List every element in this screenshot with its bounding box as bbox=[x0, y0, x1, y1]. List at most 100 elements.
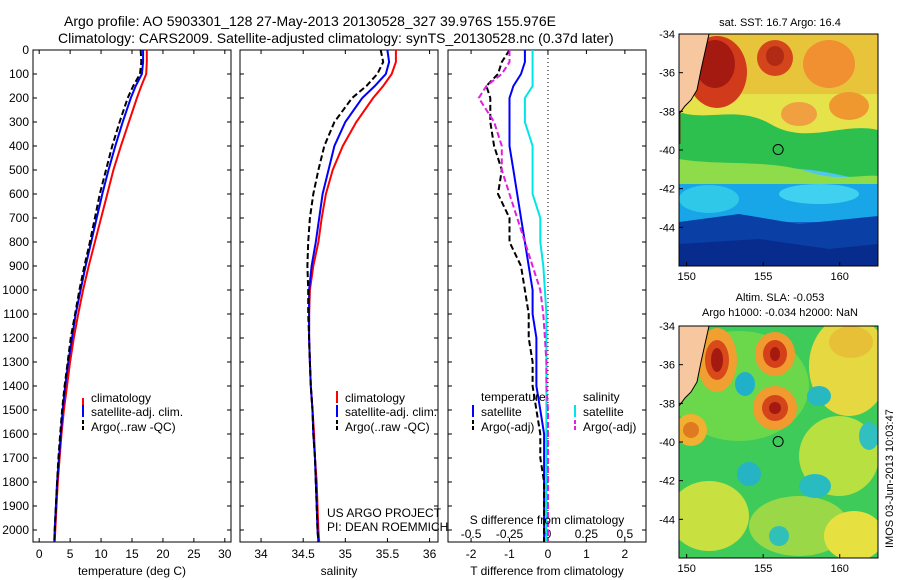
imos-timestamp: IMOS 03-Jun-2013 10:03:47 bbox=[884, 409, 896, 548]
x-tick-label: 34.5 bbox=[292, 547, 316, 561]
x-tick-label: 10 bbox=[94, 547, 108, 561]
lat-tick-label: -34 bbox=[659, 29, 675, 41]
lon-tick-label: 150 bbox=[677, 563, 695, 575]
depth-tick-label: 200 bbox=[9, 91, 29, 105]
difference-panel: -2 -1 0 1 2-0.5 -0.25 0 0.25 0.5 T difference fr… bbox=[447, 49, 647, 578]
x-tick-label: 1 bbox=[583, 547, 590, 561]
lon-tick-label: 160 bbox=[831, 563, 849, 575]
lat-tick-label: -38 bbox=[659, 106, 675, 118]
temperature-xlabel: temperature (deg C) bbox=[78, 564, 186, 578]
lat-tick-label: -44 bbox=[659, 222, 675, 234]
salinity-lines bbox=[306, 49, 397, 543]
sst-map-title: sat. SST: 16.7 Argo: 16.4 bbox=[719, 17, 841, 29]
lon-tick-label: 155 bbox=[754, 563, 772, 575]
series-line-satellite-temperature bbox=[508, 50, 546, 542]
legend-t-satellite-label: satellite bbox=[481, 405, 522, 419]
s-difference-label: S difference from climatology bbox=[470, 513, 625, 527]
t-difference-xlabel: T difference from climatology bbox=[470, 564, 624, 578]
depth-tick-label: 1100 bbox=[3, 307, 29, 321]
legend-argo-label: Argo(..raw -QC) bbox=[345, 420, 430, 434]
x-tick-label: 2 bbox=[622, 547, 629, 561]
depth-tick-label: 1800 bbox=[2, 475, 29, 489]
depth-tick-label: 1700 bbox=[2, 451, 29, 465]
depth-tick-label: 1000 bbox=[2, 283, 29, 297]
argo-location-marker bbox=[772, 436, 784, 448]
lat-tick-label: -40 bbox=[659, 145, 675, 157]
lon-tick-label: 150 bbox=[677, 271, 695, 283]
depth-tick-label: 1200 bbox=[2, 331, 29, 345]
legend-climatology-label: climatology bbox=[345, 391, 405, 405]
x-tick-label: 0 bbox=[545, 547, 552, 561]
depth-tick-label: 0 bbox=[22, 43, 29, 57]
lat-tick-label: -34 bbox=[659, 321, 675, 333]
series-line-argo-adj-salinity bbox=[477, 50, 549, 542]
lat-tick-label: -42 bbox=[659, 476, 675, 488]
depth-tick-label: 300 bbox=[9, 115, 29, 129]
series-line-argo-raw-qc bbox=[53, 49, 143, 543]
salinity-xlabel: salinity bbox=[321, 564, 358, 578]
legend-temperature-heading: temperature bbox=[481, 390, 546, 404]
x-tick-label: 0 bbox=[36, 547, 43, 561]
lat-tick-label: -36 bbox=[659, 360, 675, 372]
legend-s-satellite-label: satellite bbox=[583, 405, 624, 419]
difference-lines bbox=[477, 49, 549, 542]
x-tick-label: -2 bbox=[466, 547, 477, 561]
temperature-axes-box bbox=[32, 49, 232, 543]
temperature-panel: 0100200300400500600700800900100011001200… bbox=[2, 43, 232, 578]
depth-tick-label: 1300 bbox=[2, 355, 29, 369]
sla-map-title1: Altim. SLA: -0.053 bbox=[736, 292, 825, 304]
legend-s-argo-label: Argo(-adj) bbox=[583, 420, 636, 434]
salinity-panel: 34 34.5 35 35.5 36 salinity climatology sate… bbox=[239, 49, 448, 578]
series-line-satellite-salinity bbox=[523, 50, 548, 542]
temperature-legend: climatology satellite-adj. clim. Argo(..… bbox=[82, 391, 183, 434]
legend-climatology-label: climatology bbox=[91, 391, 151, 405]
legend-argo-label: Argo(..raw -QC) bbox=[91, 420, 176, 434]
figure-title-line2: Climatology: CARS2009. Satellite-adjuste… bbox=[58, 30, 614, 46]
x-tick-label: 5 bbox=[67, 547, 74, 561]
sla-map-image bbox=[679, 326, 878, 558]
series-line-argo-adj-temperature bbox=[485, 49, 546, 542]
x-tick-label: 25 bbox=[187, 547, 201, 561]
sst-map-ticks: -34 -36 -38 -40 -42 -44 150 155 160 bbox=[659, 29, 849, 283]
legend-satellite-label: satellite-adj. clim. bbox=[345, 405, 437, 419]
legend-satellite-label: satellite-adj. clim. bbox=[91, 405, 183, 419]
s-tick-label: -0.25 bbox=[496, 527, 524, 541]
salinity-legend: climatology satellite-adj. clim. Argo(..… bbox=[336, 391, 437, 434]
x-tick-label: 30 bbox=[218, 547, 232, 561]
s-tick-label: -0.5 bbox=[461, 527, 482, 541]
pi-annotation: PI: DEAN ROEMMICH bbox=[327, 520, 448, 534]
s-tick-label: 0.25 bbox=[575, 527, 599, 541]
s-tick-label: 0.5 bbox=[617, 527, 634, 541]
x-tick-label: 34 bbox=[254, 547, 268, 561]
lat-tick-label: -38 bbox=[659, 398, 675, 410]
sst-map: sat. SST: 16.7 Argo: 16.4 -34-36-3 bbox=[659, 17, 879, 283]
depth-tick-label: 400 bbox=[9, 139, 29, 153]
salinity-ticks: 34 34.5 35 35.5 36 bbox=[240, 49, 438, 561]
x-tick-label: 35 bbox=[339, 547, 353, 561]
figure-title-line1: Argo profile: AO 5903301_128 27-May-2013… bbox=[64, 13, 556, 29]
x-tick-label: 35.5 bbox=[376, 547, 400, 561]
depth-tick-label: 900 bbox=[9, 259, 29, 273]
project-annotation: US ARGO PROJECT bbox=[327, 506, 442, 520]
x-tick-label: -1 bbox=[504, 547, 515, 561]
depth-tick-label: 1500 bbox=[2, 403, 29, 417]
temperature-lines bbox=[53, 49, 148, 543]
lon-tick-label: 155 bbox=[754, 271, 772, 283]
depth-tick-label: 600 bbox=[9, 187, 29, 201]
x-tick-label: 36 bbox=[423, 547, 437, 561]
x-tick-label: 15 bbox=[125, 547, 139, 561]
depth-tick-label: 800 bbox=[9, 235, 29, 249]
legend-salinity-heading: salinity bbox=[583, 390, 620, 404]
difference-legend: temperature salinity satellite Argo(-adj… bbox=[472, 390, 636, 434]
lat-tick-label: -40 bbox=[659, 437, 675, 449]
sla-map: Altim. SLA: -0.053 Argo h1000: -0.034 h2… bbox=[659, 292, 879, 575]
sla-map-title2: Argo h1000: -0.034 h2000: NaN bbox=[702, 307, 858, 319]
depth-tick-label: 1900 bbox=[2, 499, 29, 513]
salinity-axes-box bbox=[239, 49, 439, 543]
lat-tick-label: -36 bbox=[659, 68, 675, 80]
depth-tick-label: 700 bbox=[9, 211, 29, 225]
series-line-argo-raw-qc bbox=[306, 49, 385, 543]
sla-map-ticks: -34 -36 -38 -40 -42 -44 150 155 160 bbox=[659, 321, 849, 575]
sst-map-image bbox=[679, 34, 878, 266]
